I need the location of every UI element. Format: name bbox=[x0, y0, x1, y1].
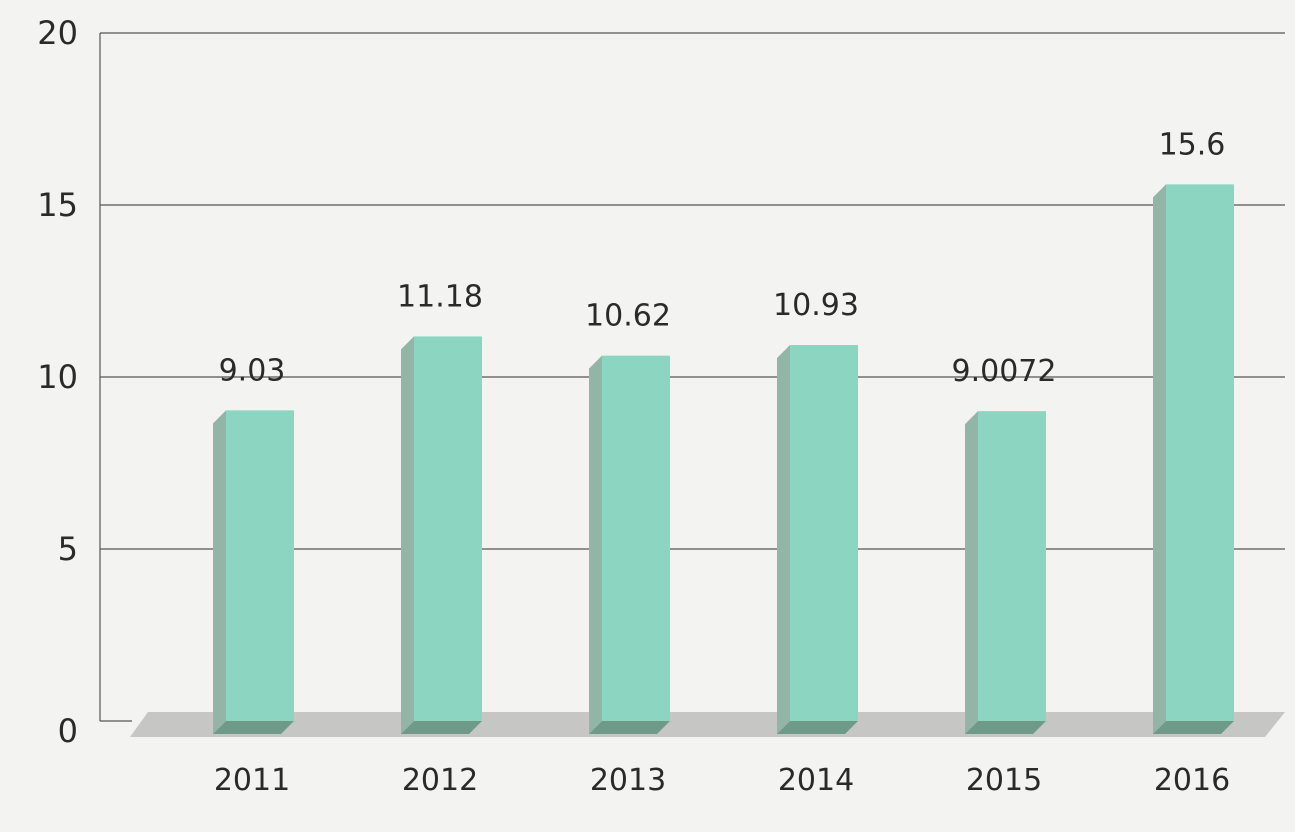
y-tick-label: 0 bbox=[58, 712, 78, 750]
bar-front-face bbox=[414, 336, 482, 721]
bar-2014 bbox=[777, 345, 858, 734]
data-label-2013: 10.62 bbox=[585, 299, 671, 334]
bar-front-face bbox=[978, 411, 1046, 721]
bar-bottom-face bbox=[1153, 721, 1234, 734]
bar-2016 bbox=[1153, 184, 1234, 735]
x-tick-label-2014: 2014 bbox=[778, 763, 854, 798]
bar-front-face bbox=[790, 345, 858, 721]
x-tick-label-2015: 2015 bbox=[966, 763, 1042, 798]
bar-bottom-face bbox=[589, 721, 670, 734]
data-label-2014: 10.93 bbox=[773, 288, 859, 323]
x-tick-label-2013: 2013 bbox=[590, 763, 666, 798]
bar-bottom-face bbox=[965, 721, 1046, 734]
data-label-2012: 11.18 bbox=[397, 279, 483, 314]
bar-side-face bbox=[401, 336, 414, 734]
bar-2012 bbox=[401, 336, 482, 734]
labels-layer: 0 5 10 15 20 9.03 2011 11.18 2012 10.62 2013 10.93 2… bbox=[37, 14, 1230, 798]
y-tick-label: 20 bbox=[37, 14, 78, 52]
chart-floor bbox=[130, 712, 1285, 737]
data-label-2015: 9.0072 bbox=[952, 354, 1057, 389]
bar-bottom-face bbox=[401, 721, 482, 734]
bar-front-face bbox=[226, 410, 294, 721]
data-label-2016: 15.6 bbox=[1159, 127, 1226, 162]
bar-bottom-face bbox=[777, 721, 858, 734]
bars-layer bbox=[213, 184, 1234, 735]
grid-layer bbox=[99, 32, 1285, 722]
bar-2015 bbox=[965, 411, 1046, 734]
bar-side-face bbox=[965, 411, 978, 734]
y-tick-label: 10 bbox=[37, 358, 78, 396]
y-tick-label: 15 bbox=[37, 186, 78, 224]
x-tick-label-2012: 2012 bbox=[402, 763, 478, 798]
bar-side-face bbox=[1153, 184, 1166, 735]
floor-layer bbox=[130, 712, 1285, 737]
x-tick-label-2011: 2011 bbox=[214, 763, 290, 798]
bar-bottom-face bbox=[213, 721, 294, 734]
bar-front-face bbox=[1166, 184, 1234, 722]
bar-side-face bbox=[213, 410, 226, 734]
data-label-2011: 9.03 bbox=[219, 353, 286, 388]
x-tick-label-2016: 2016 bbox=[1154, 763, 1230, 798]
bar-2013 bbox=[589, 355, 670, 734]
bar-side-face bbox=[777, 345, 790, 734]
bar-side-face bbox=[589, 355, 602, 734]
bar-2011 bbox=[213, 410, 294, 734]
bar-front-face bbox=[602, 355, 670, 721]
y-tick-label: 5 bbox=[58, 530, 78, 568]
